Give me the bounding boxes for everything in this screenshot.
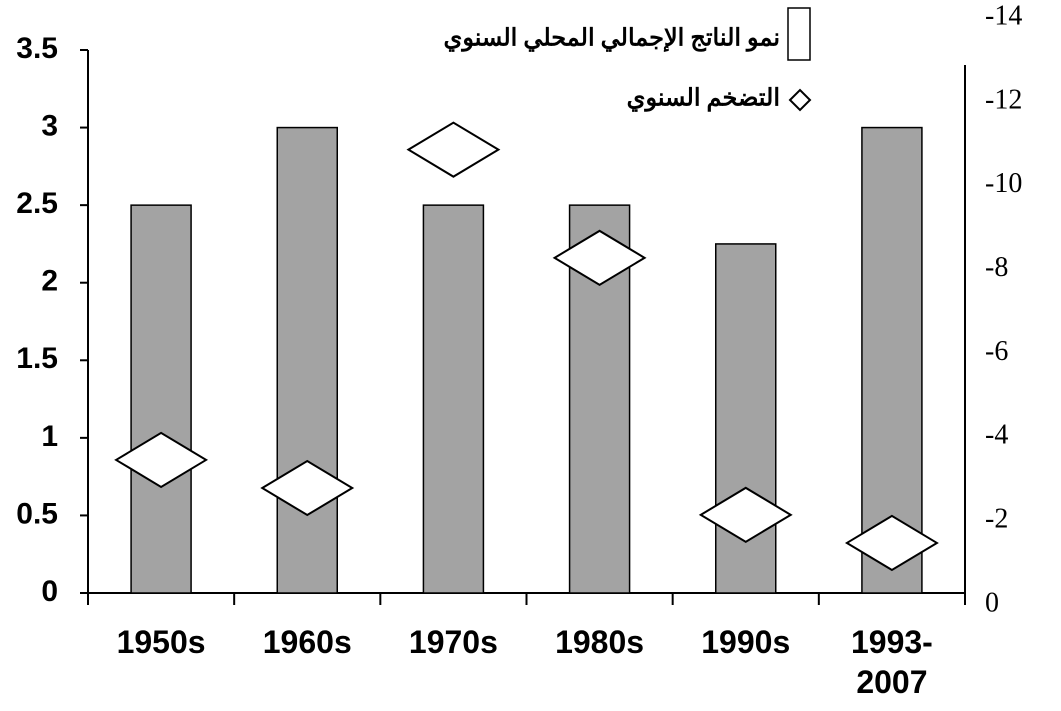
y2-tick-label: 0	[985, 587, 999, 618]
legend-label: نمو الناتج الإجمالي المحلي السنوي	[444, 26, 780, 53]
diamond-marker	[698, 486, 793, 544]
y2-tick-label: -4	[985, 420, 1008, 451]
y-tick-label: 1	[41, 420, 58, 453]
legend-label: التضخم السنوي	[627, 86, 780, 113]
x-tick-label: 1990s	[701, 624, 791, 660]
diamond-marker	[552, 229, 647, 286]
x-tick-label: 1980s	[555, 624, 645, 660]
bar	[422, 204, 485, 594]
y-tick-label: 2.5	[16, 187, 58, 220]
y2-tick-label: -14	[985, 0, 1022, 31]
x-tick-label: 1993-2007	[850, 624, 933, 700]
diamond-marker	[260, 459, 355, 517]
diamond-marker	[844, 514, 939, 572]
x-tick-label: 1950s	[116, 624, 206, 660]
y-tick-label: 0	[41, 575, 58, 608]
y2-tick-label: -2	[985, 504, 1008, 535]
y2-tick-label: -6	[985, 336, 1008, 367]
y-tick-label: 1.5	[16, 342, 58, 375]
bar	[276, 126, 338, 594]
x-tick-label: 1960s	[262, 624, 352, 660]
x-tick-label: 1970s	[408, 624, 498, 660]
diamond-marker	[406, 121, 501, 178]
y-tick-label: 2	[41, 265, 58, 298]
y-tick-label: 3.5	[16, 32, 58, 65]
diamond-marker	[114, 431, 209, 489]
legend-swatch	[787, 7, 811, 61]
y2-tick-label: -10	[985, 168, 1022, 199]
y2-tick-label: -8	[985, 252, 1008, 283]
y-tick-label: 3	[41, 109, 58, 142]
y-tick-label: 0.5	[16, 497, 58, 530]
legend-swatch	[788, 88, 812, 112]
y2-tick-label: -12	[985, 84, 1022, 115]
bar	[130, 204, 192, 594]
